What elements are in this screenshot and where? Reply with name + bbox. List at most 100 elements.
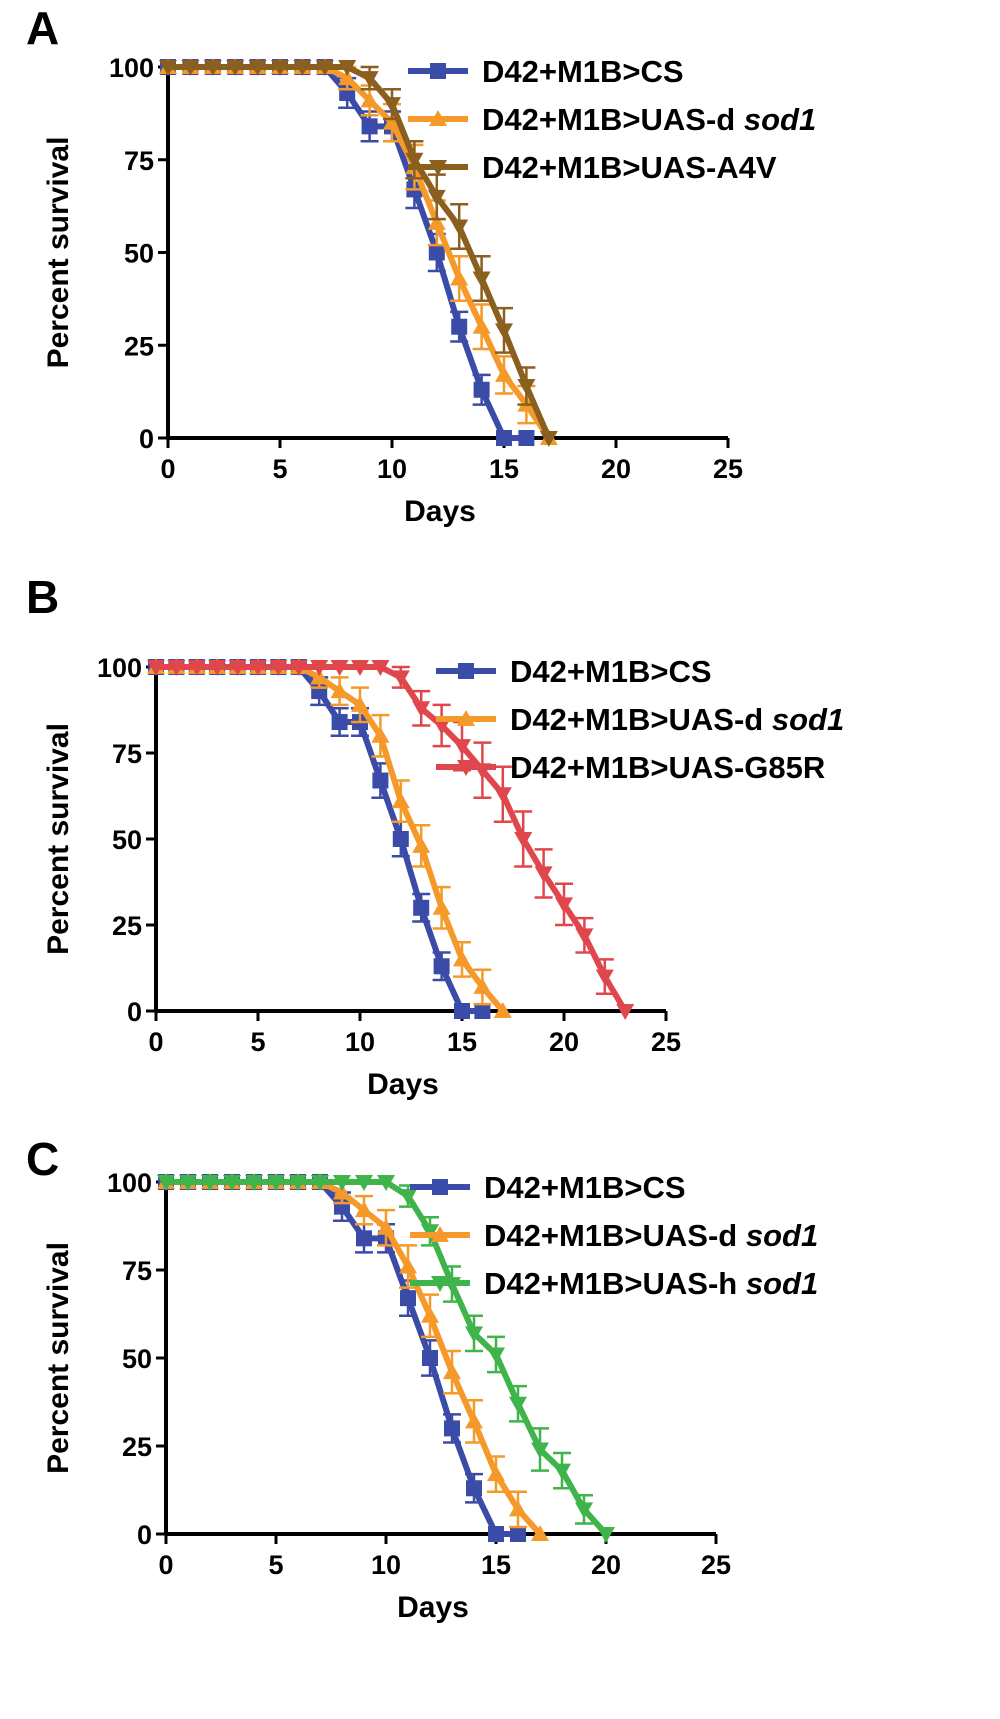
data-point [383, 113, 401, 130]
data-point [201, 1175, 219, 1191]
data-point [310, 668, 329, 685]
legend-entry: D42+M1B>CS [408, 54, 684, 89]
data-point [514, 832, 533, 848]
data-point [223, 1175, 241, 1191]
data-point [228, 660, 247, 676]
data-point [495, 323, 513, 340]
data-point [473, 381, 490, 398]
data-point [269, 660, 288, 676]
data-point [412, 701, 431, 718]
data-point [226, 60, 245, 76]
data-point [493, 1002, 512, 1018]
data-point [616, 1004, 635, 1020]
data-point [333, 1175, 351, 1191]
data-point [203, 60, 222, 76]
series-1 [148, 659, 491, 1019]
x-tick-label: 20 [591, 1550, 621, 1580]
data-point [472, 271, 491, 288]
x-tick-label: 25 [701, 1550, 731, 1580]
legend-label-main: D42+M1B>CS [510, 654, 712, 689]
data-point [432, 718, 451, 735]
legend-label-main: D42+M1B>CS [482, 54, 684, 89]
data-point [450, 219, 469, 236]
data-point [293, 60, 312, 76]
y-tick-label: 75 [124, 146, 154, 176]
legend-entry: D42+M1B>CS [436, 654, 712, 689]
data-point [355, 1175, 373, 1191]
data-point [444, 1420, 460, 1437]
legend-label-italic: sod1 [744, 102, 816, 137]
data-point [399, 1189, 417, 1206]
data-point [518, 430, 535, 446]
data-point [371, 726, 390, 743]
data-point [575, 928, 594, 945]
data-point [465, 1412, 483, 1429]
data-point [427, 213, 446, 230]
data-point [509, 1500, 527, 1517]
data-point [421, 1306, 439, 1323]
data-point [338, 69, 357, 86]
data-point [488, 1526, 504, 1542]
x-tick-label: 15 [489, 454, 519, 484]
data-point [597, 1527, 615, 1543]
data-point [338, 60, 357, 76]
data-point [493, 787, 512, 804]
x-tick-label: 20 [601, 454, 631, 484]
series-3 [157, 1175, 615, 1543]
x-tick-label: 10 [377, 454, 407, 484]
data-point [147, 660, 165, 676]
data-point [289, 660, 308, 676]
x-tick-label: 10 [345, 1027, 375, 1057]
legend-entry: D42+M1B>UAS-d sod1 [410, 1218, 818, 1253]
legend-label: D42+M1B>CS [510, 654, 712, 689]
legend-label: D42+M1B>UAS-A4V [482, 150, 777, 185]
y-tick-label: 0 [137, 1520, 152, 1550]
data-point [391, 792, 410, 809]
x-tick-label: 0 [148, 1027, 163, 1057]
x-tick-label: 0 [158, 1550, 173, 1580]
data-point [377, 1175, 395, 1191]
y-tick-label: 25 [122, 1432, 152, 1462]
data-point [333, 1183, 351, 1200]
data-point [427, 189, 446, 206]
data-point [555, 897, 573, 914]
data-point [517, 379, 536, 396]
legend-label-italic: sod1 [746, 1266, 818, 1301]
data-point [159, 60, 177, 76]
data-point [361, 118, 378, 135]
y-tick-label: 100 [109, 53, 154, 83]
data-point [271, 60, 289, 76]
legend-swatch-marker [457, 710, 475, 726]
legend-swatch-marker [457, 760, 475, 776]
panel-c: C 0 5 10 15 20 25 0 25 50 75 100 Days Percent surviva… [26, 1133, 818, 1624]
data-point [496, 430, 512, 446]
legend-label: D42+M1B>CS [482, 54, 684, 89]
data-point [267, 1175, 285, 1191]
data-point [360, 71, 379, 88]
data-point [487, 1347, 505, 1364]
data-point [539, 431, 558, 447]
panel-letter: A [26, 2, 59, 54]
data-point [510, 1526, 526, 1542]
legend-label-main: D42+M1B>UAS-d [484, 1218, 746, 1253]
data-point [330, 682, 349, 699]
x-tick-label: 5 [272, 454, 287, 484]
data-point [595, 969, 614, 986]
data-point [245, 1175, 263, 1191]
legend-label-main: D42+M1B>UAS-d [510, 702, 772, 737]
data-point [474, 1003, 491, 1019]
data-point [405, 152, 424, 169]
x-tick-label: 15 [481, 1550, 511, 1580]
y-axis-title: Percent survival [42, 137, 75, 369]
data-point [472, 317, 491, 334]
y-axis-title: Percent survival [42, 1242, 75, 1474]
legend-swatch-marker [429, 110, 447, 126]
y-tick-label: 50 [124, 239, 154, 269]
x-tick-label: 25 [651, 1027, 681, 1057]
legend-label-italic: sod1 [772, 702, 844, 737]
y-tick-label: 50 [112, 825, 142, 855]
y-tick-label: 0 [127, 997, 142, 1027]
legend-label: D42+M1B>UAS-d sod1 [482, 102, 816, 137]
data-point [187, 660, 206, 676]
legend-label: D42+M1B>UAS-h sod1 [484, 1266, 818, 1301]
